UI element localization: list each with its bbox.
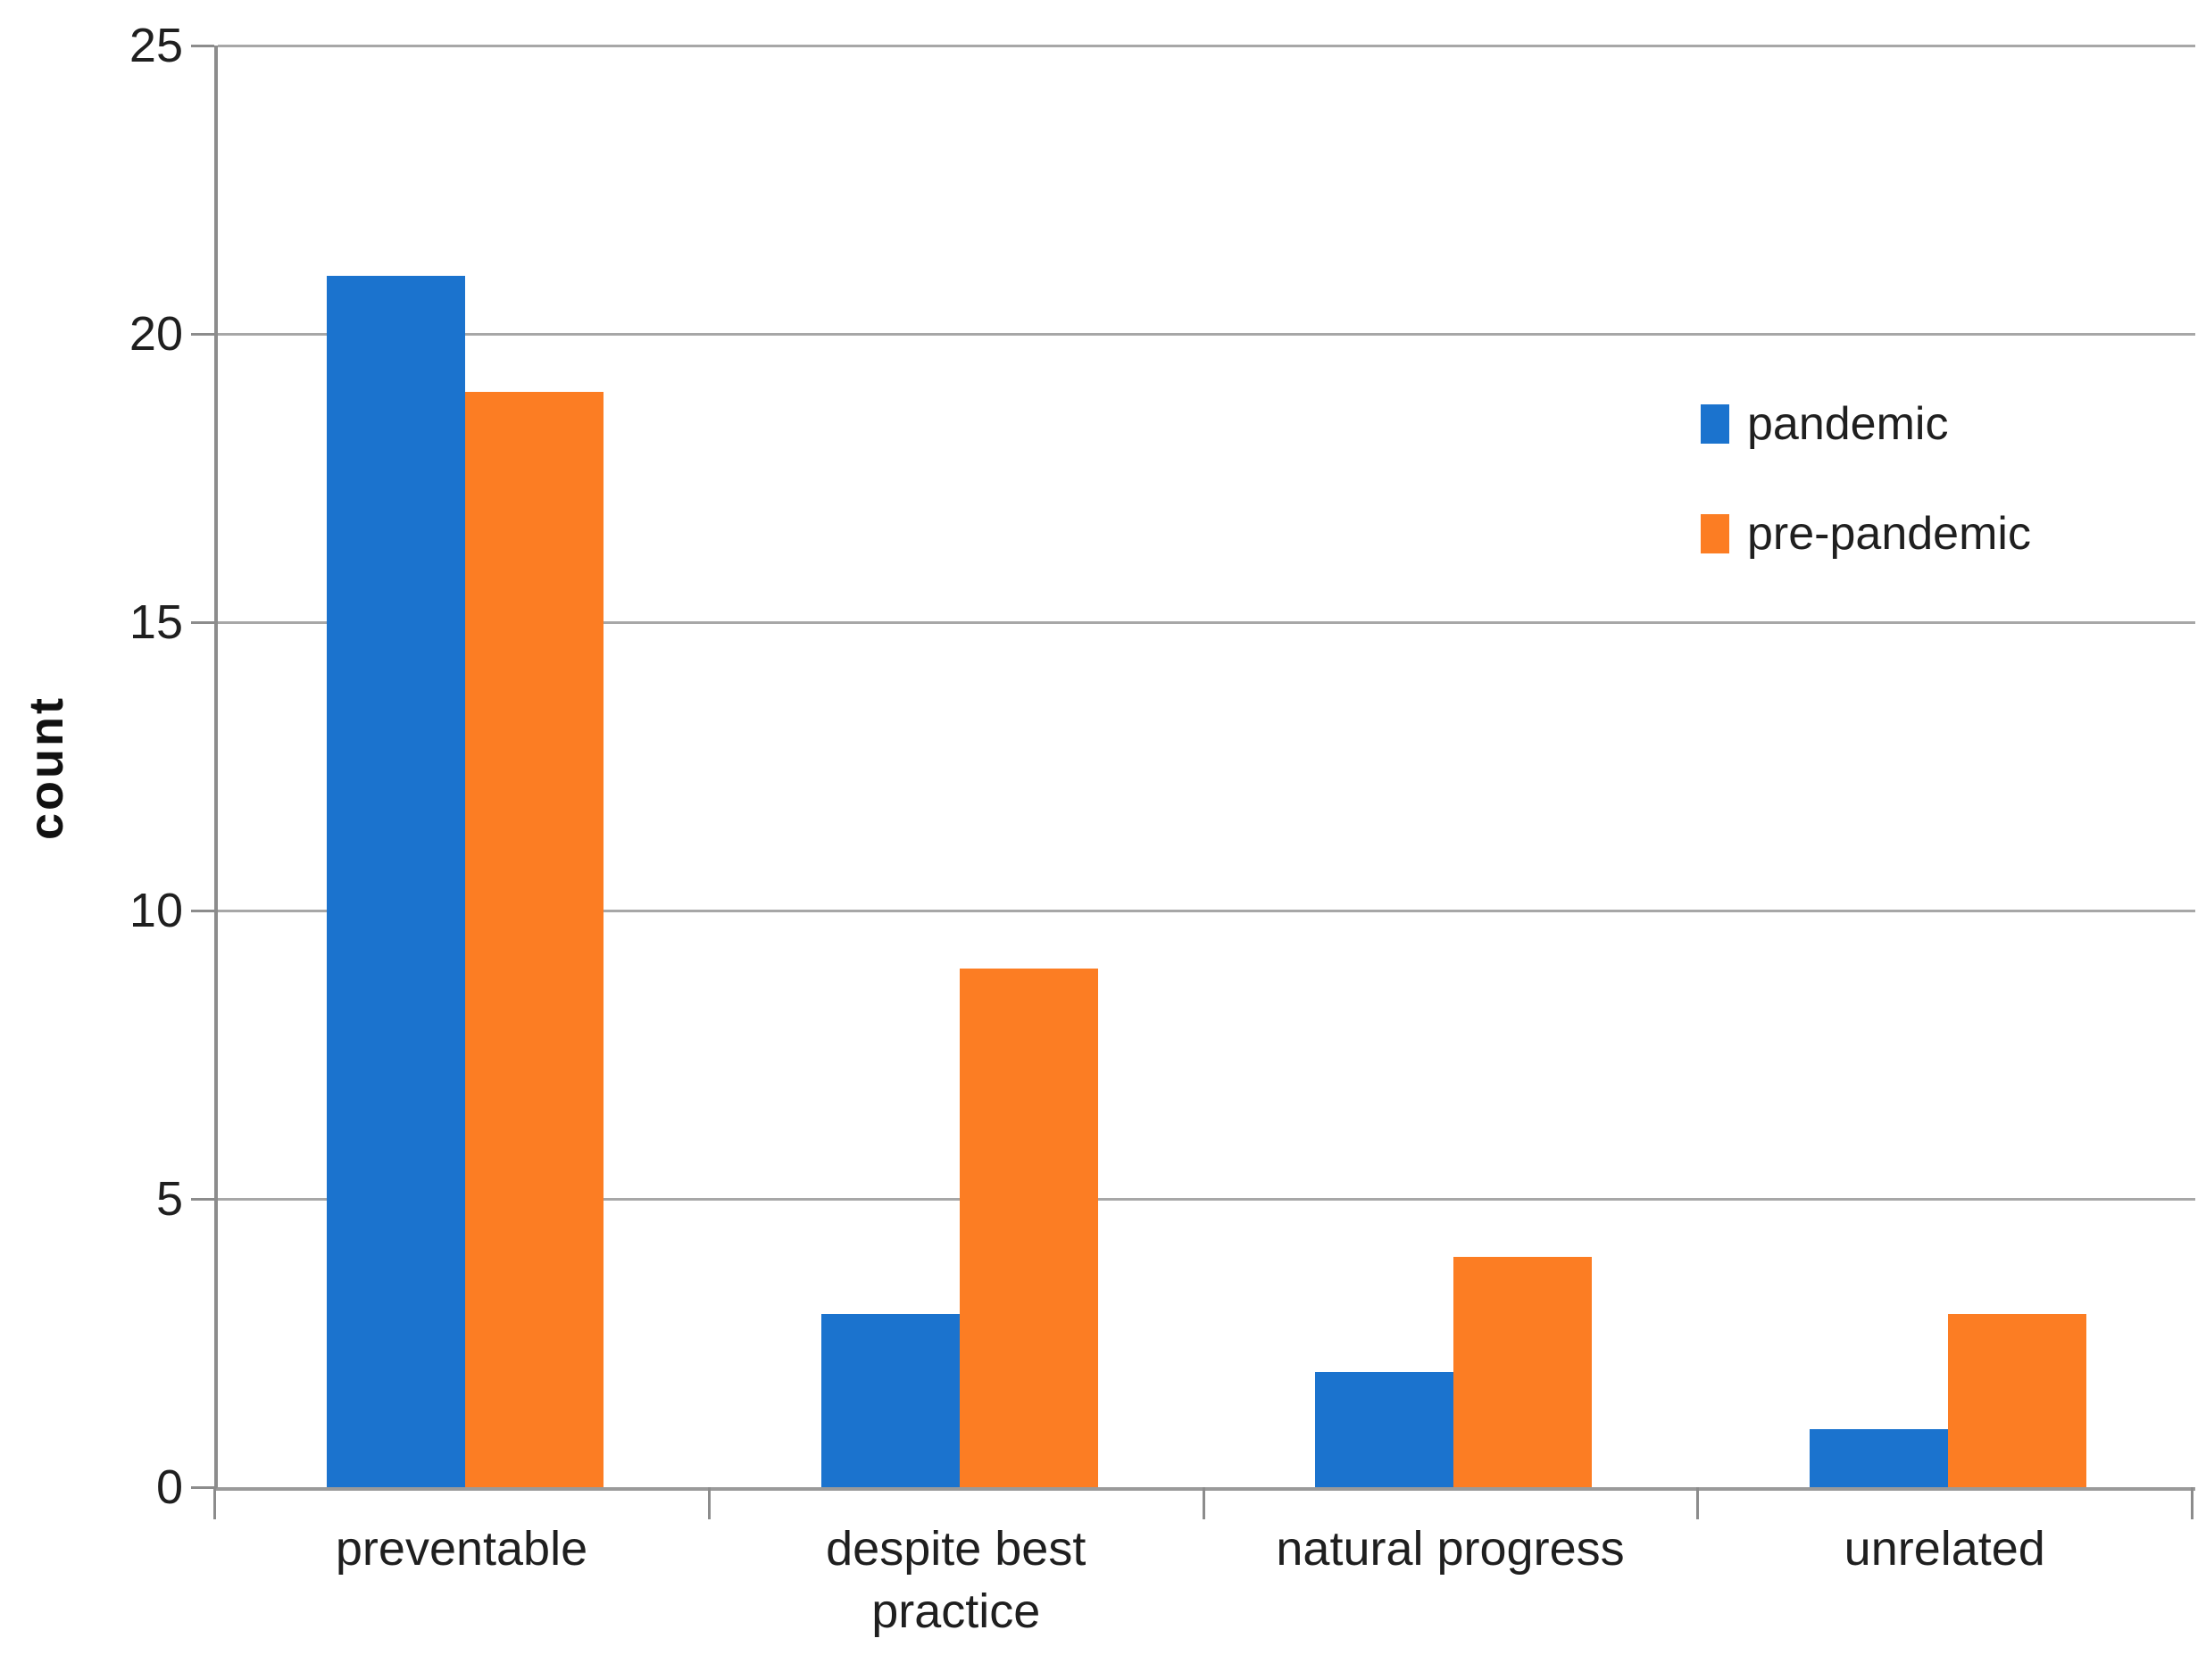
legend-label: pre-pandemic xyxy=(1747,508,2031,560)
x-tick-mark xyxy=(2191,1487,2194,1519)
legend-item-pre-pandemic: pre-pandemic xyxy=(1701,507,2031,561)
bar-pandemic-despite-best-practice xyxy=(820,1314,960,1487)
x-category-label: unrelated xyxy=(1844,1522,2045,1576)
legend-label: pandemic xyxy=(1747,398,1949,450)
y-tick-mark xyxy=(191,910,214,912)
legend-item-pandemic: pandemic xyxy=(1701,397,2031,451)
legend: pandemic pre-pandemic xyxy=(1701,397,2031,617)
bar-pandemic-unrelated xyxy=(1810,1429,1949,1487)
y-tick-label: 15 xyxy=(129,595,183,649)
x-category-label: natural progress xyxy=(1276,1522,1625,1576)
x-tick-mark xyxy=(1696,1487,1700,1519)
y-tick-label: 5 xyxy=(155,1172,183,1226)
bar-pre-pandemic-natural-progress xyxy=(1453,1256,1593,1487)
bar-pre-pandemic-preventable xyxy=(464,391,604,1487)
x-tick-mark xyxy=(213,1487,216,1519)
y-tick-mark xyxy=(191,1486,214,1489)
legend-swatch-pandemic xyxy=(1701,404,1729,444)
y-tick-mark xyxy=(191,1198,214,1201)
x-category-label: despite best practice xyxy=(826,1522,1086,1638)
x-category-label: preventable xyxy=(335,1522,588,1576)
gridline xyxy=(218,1198,2195,1201)
y-axis-title: count xyxy=(20,695,73,840)
gridline xyxy=(218,333,2195,336)
y-tick-mark xyxy=(191,621,214,624)
y-tick-mark xyxy=(191,45,214,47)
bar-pandemic-natural-progress xyxy=(1315,1371,1454,1487)
bar-pandemic-preventable xyxy=(326,276,465,1487)
y-tick-label: 20 xyxy=(129,307,183,361)
x-tick-mark xyxy=(707,1487,711,1519)
y-tick-label: 25 xyxy=(129,19,183,72)
bar-pre-pandemic-despite-best-practice xyxy=(959,968,1098,1487)
plot-area xyxy=(214,45,2195,1491)
gridline xyxy=(218,910,2195,912)
y-tick-label: 0 xyxy=(155,1460,183,1514)
x-tick-mark xyxy=(1202,1487,1205,1519)
legend-swatch-pre-pandemic xyxy=(1701,514,1729,553)
gridline xyxy=(218,621,2195,624)
y-tick-mark xyxy=(191,333,214,336)
y-tick-label: 10 xyxy=(129,884,183,937)
bar-pre-pandemic-unrelated xyxy=(1948,1314,2087,1487)
gridline xyxy=(218,45,2195,47)
